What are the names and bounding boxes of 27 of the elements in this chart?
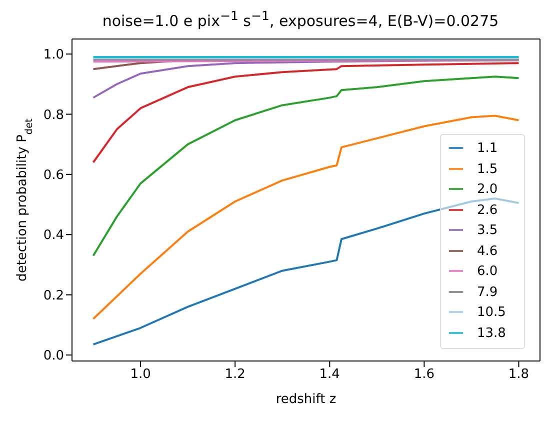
line-series <box>92 197 520 346</box>
y-tick-label: 0.0 <box>43 348 64 364</box>
y-tick-label: 0.8 <box>43 108 64 123</box>
x-axis-title: redshift z <box>276 392 336 407</box>
y-tick-label: 0.6 <box>43 168 64 184</box>
legend-label: 3.5 <box>477 223 498 238</box>
y-tick-label: 0.2 <box>43 288 64 304</box>
line-series <box>92 76 520 257</box>
x-tick-label: 1.0 <box>130 367 151 382</box>
legend-label: 1.1 <box>477 141 498 156</box>
x-tick-label: 1.2 <box>224 367 246 382</box>
line-series <box>92 62 520 164</box>
legend-label: 2.0 <box>477 182 498 197</box>
legend-label: 2.6 <box>477 202 498 218</box>
x-tick-label: 1.4 <box>319 367 340 382</box>
y-tick-label: 0.4 <box>43 228 64 244</box>
legend-label: 4.6 <box>477 244 498 258</box>
legend-label: 13.8 <box>477 326 506 340</box>
x-tick-label: 1.6 <box>414 367 435 382</box>
legend-label: 7.9 <box>477 284 498 300</box>
legend-label: 6.0 <box>477 264 498 279</box>
x-tick-label: 1.8 <box>508 367 530 382</box>
legend-label: 1.5 <box>477 162 498 176</box>
y-tick-label: 1.0 <box>43 48 64 63</box>
line-series <box>92 114 520 320</box>
chart-title: noise=1.0 e pix$^{−1}$ s$^{−1}$, exposures=4, E(B-V)=0.0275 <box>101 8 500 30</box>
legend-label: 10.5 <box>477 305 506 320</box>
